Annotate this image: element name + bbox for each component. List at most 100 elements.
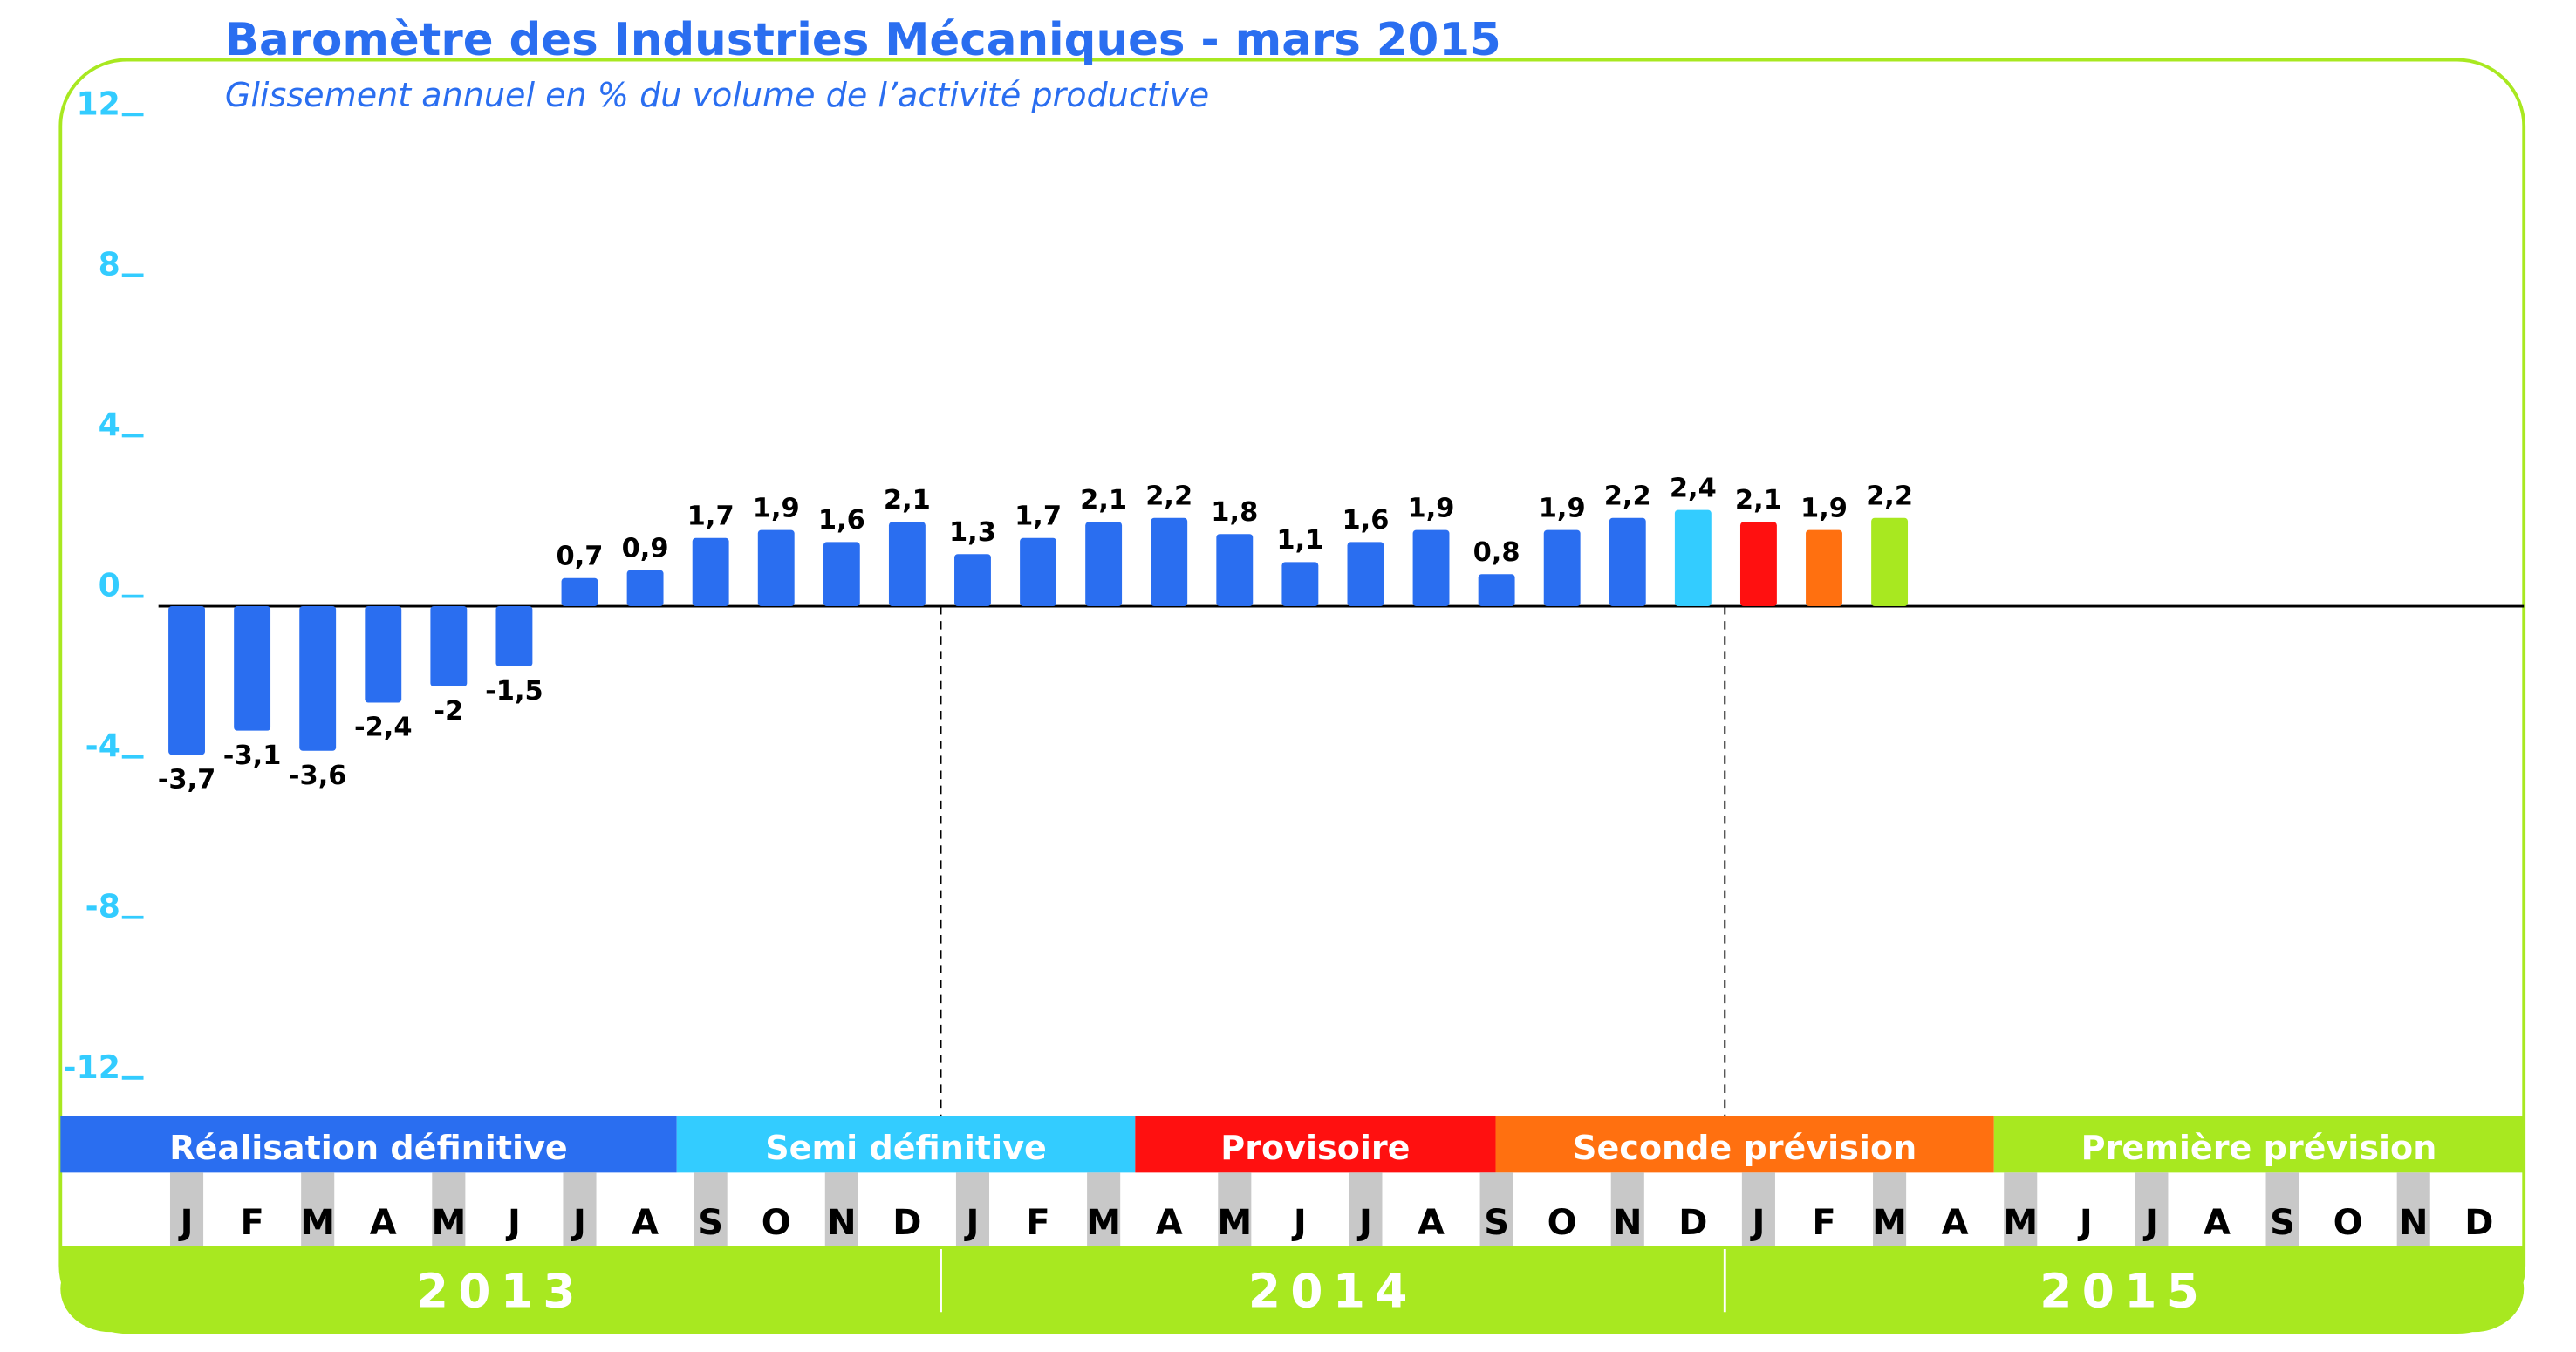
bar	[692, 537, 729, 607]
month-shade	[1873, 1172, 1907, 1246]
value-label: 1,6	[818, 505, 865, 536]
value-label: 2,1	[1735, 485, 1782, 516]
x-tick-label: A	[632, 1203, 659, 1243]
y-tick-label: 12	[77, 85, 120, 122]
bar	[757, 529, 795, 607]
value-label: 1,7	[687, 502, 735, 532]
x-tick-label: M	[300, 1203, 335, 1243]
value-label: -3,1	[223, 741, 282, 771]
x-tick-label: D	[892, 1203, 921, 1243]
value-label: 2,1	[884, 485, 931, 516]
bar	[234, 606, 271, 731]
bar	[1216, 534, 1254, 607]
x-tick-label: F	[1812, 1203, 1835, 1243]
y-tick-label: -8	[85, 888, 120, 925]
y-tick-label: 0	[99, 567, 120, 604]
chart-subtitle: Glissement annuel en % du volume de l’ac…	[225, 76, 1209, 114]
bar	[1347, 542, 1384, 607]
x-tick-label: M	[2003, 1203, 2038, 1243]
bar	[1020, 537, 1057, 607]
bar	[430, 606, 468, 687]
phase-label: Semi définitive	[765, 1129, 1047, 1167]
phase-band	[1495, 1116, 1994, 1173]
x-tick-label: J	[1291, 1203, 1307, 1243]
value-label: 0,8	[1473, 537, 1520, 568]
value-label: 0,9	[622, 533, 669, 563]
bar	[1609, 517, 1646, 607]
value-label: 1,3	[949, 517, 996, 548]
x-tick-label: J	[1356, 1203, 1372, 1243]
x-tick-label: J	[2077, 1203, 2093, 1243]
month-shade	[2265, 1172, 2299, 1246]
value-label: 1,9	[753, 493, 800, 523]
value-label: -3,7	[158, 764, 216, 795]
x-tick-label: O	[1548, 1203, 1577, 1243]
x-tick-label: A	[1942, 1203, 1969, 1243]
value-label: 1,9	[1408, 493, 1455, 523]
x-tick-label: S	[1484, 1203, 1509, 1243]
x-tick-label: D	[2464, 1203, 2493, 1243]
year-label: 2015	[2040, 1265, 2209, 1319]
x-tick-label: M	[431, 1203, 466, 1243]
bar	[1871, 517, 1909, 607]
value-label: 2,1	[1080, 485, 1127, 516]
bar	[365, 606, 402, 703]
month-shade	[1741, 1172, 1775, 1246]
year-band	[60, 1246, 2525, 1280]
phase-label: Première prévision	[2081, 1129, 2437, 1167]
value-label: 1,9	[1539, 493, 1586, 523]
title-bg	[64, 13, 1393, 57]
bar	[1281, 562, 1319, 607]
phase-label: Seconde prévision	[1573, 1129, 1917, 1167]
x-tick-label: A	[370, 1203, 397, 1243]
bar	[1674, 509, 1712, 607]
month-shade	[2135, 1172, 2169, 1246]
month-shade	[824, 1172, 858, 1246]
bar	[495, 606, 533, 667]
x-tick-label: S	[698, 1203, 723, 1243]
bar	[954, 554, 991, 607]
x-tick-label: N	[2399, 1203, 2428, 1243]
value-label: -1,5	[485, 676, 543, 707]
phase-band	[1993, 1116, 2525, 1173]
x-tick-label: M	[1872, 1203, 1907, 1243]
x-tick-label: J	[964, 1203, 980, 1243]
x-tick-label: A	[1418, 1203, 1445, 1243]
x-tick-label: O	[762, 1203, 791, 1243]
y-tick-label: -12	[64, 1048, 120, 1086]
bar	[561, 577, 598, 607]
month-shade	[955, 1172, 990, 1246]
x-tick-label: J	[571, 1203, 586, 1243]
month-shade	[694, 1172, 728, 1246]
month-shade	[1218, 1172, 1252, 1246]
month-shade	[1479, 1172, 1513, 1246]
phase-label: Réalisation définitive	[169, 1129, 567, 1167]
value-label: 2,2	[1866, 481, 1913, 512]
value-label: 1,8	[1211, 497, 1258, 528]
x-tick-label: F	[240, 1203, 263, 1243]
x-tick-label: N	[1613, 1203, 1642, 1243]
month-shade	[563, 1172, 597, 1246]
x-tick-label: J	[2142, 1203, 2158, 1243]
bar	[626, 570, 664, 607]
x-tick-label: S	[2270, 1203, 2295, 1243]
year-label: 2013	[416, 1265, 585, 1319]
x-tick-label: D	[1678, 1203, 1707, 1243]
bar	[168, 606, 205, 755]
value-label: 1,1	[1276, 525, 1323, 556]
value-label: 2,2	[1145, 481, 1192, 512]
x-tick-label: J	[178, 1203, 194, 1243]
phase-band	[1135, 1116, 1496, 1173]
bar	[1412, 529, 1450, 607]
value-label: 1,6	[1342, 505, 1389, 536]
value-label: 1,9	[1800, 493, 1848, 523]
y-tick-label: -4	[85, 727, 120, 765]
month-shade	[1349, 1172, 1383, 1246]
value-label: -2,4	[354, 713, 413, 743]
value-label: 2,2	[1604, 481, 1651, 512]
value-label: -2	[434, 696, 463, 727]
x-tick-label: J	[505, 1203, 521, 1243]
bar	[1806, 529, 1842, 607]
x-tick-label: N	[827, 1203, 856, 1243]
month-shade	[1610, 1172, 1644, 1246]
